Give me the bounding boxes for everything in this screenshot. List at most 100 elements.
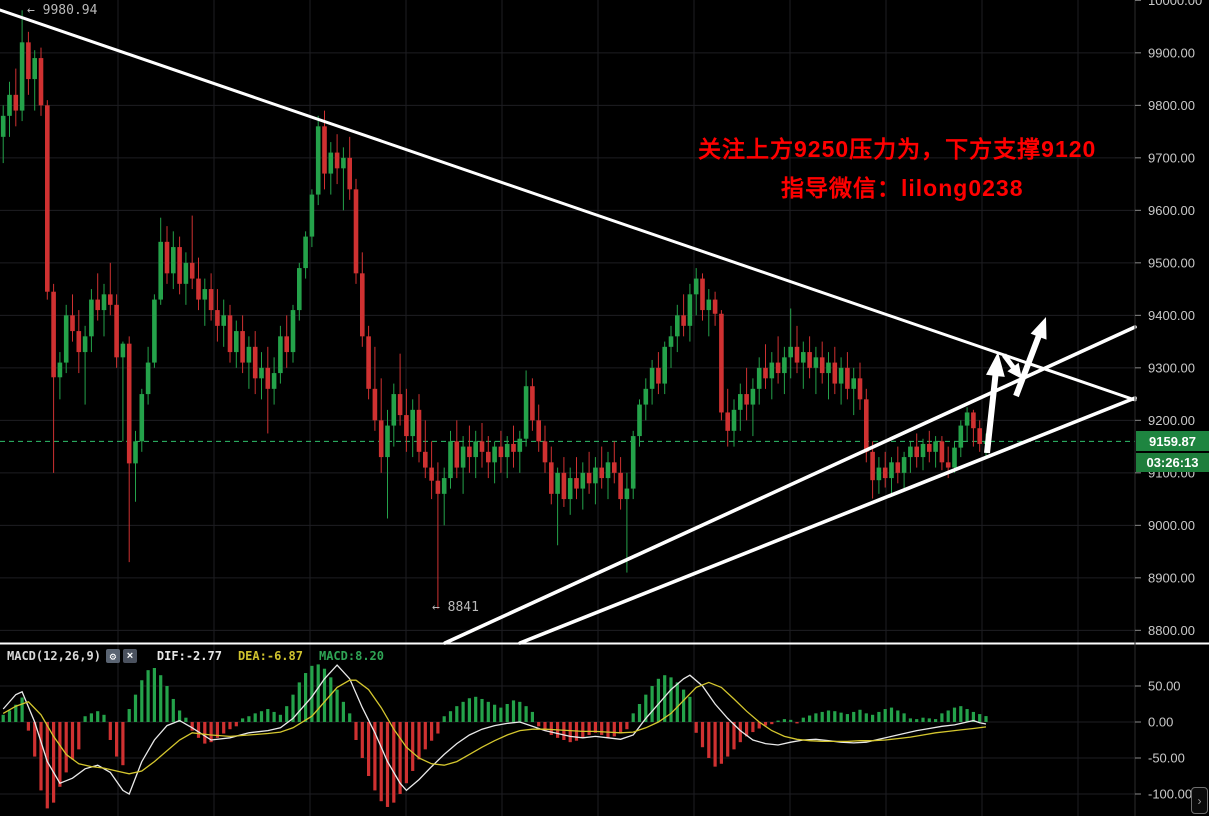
candle-body — [410, 409, 415, 437]
macd-bar — [751, 722, 755, 733]
panel-expander-button[interactable]: › — [1191, 787, 1208, 814]
macd-bar — [354, 722, 358, 740]
macd-bar — [770, 722, 774, 725]
price-axis-label: 9200.00 — [1148, 413, 1195, 428]
candle-body — [32, 58, 37, 80]
candle-body — [630, 436, 636, 489]
candle-body — [580, 472, 586, 489]
macd-settings-gear-icon[interactable]: ⚙ — [105, 649, 120, 663]
macd-bar — [776, 720, 780, 722]
macd-bar — [952, 707, 957, 722]
candle-body — [813, 357, 819, 368]
macd-bar — [385, 722, 390, 807]
candle-body — [649, 367, 655, 389]
candle-body — [895, 462, 901, 473]
price-axis[interactable]: 10000.00 9900.00 9800.00 9700.00 9600.00 9500… — [1135, 0, 1202, 802]
candle-body — [511, 443, 516, 452]
candle-body — [624, 488, 630, 500]
macd-bar — [511, 700, 516, 722]
macd-bar — [934, 719, 938, 722]
macd-bar — [171, 698, 175, 722]
candle-body — [964, 412, 970, 426]
macd-bar — [83, 716, 87, 722]
macd-bar — [852, 711, 856, 722]
macd-bar — [486, 701, 490, 722]
low-price-label: ← 8841 — [432, 600, 479, 615]
price-axis-label: 10000.00 — [1148, 0, 1202, 8]
macd-bar — [871, 714, 875, 722]
macd-close-icon[interactable]: × — [122, 649, 137, 663]
price-axis-label: 8800.00 — [1148, 623, 1195, 638]
macd-bar — [959, 706, 963, 722]
price-axis-label: 9800.00 — [1148, 98, 1195, 113]
macd-dif-value: DIF:-2.77 — [156, 649, 222, 663]
candle-body — [378, 420, 384, 458]
macd-bar — [20, 697, 24, 722]
macd-bar — [178, 710, 182, 722]
macd-bar — [808, 715, 812, 722]
candle-body — [750, 388, 756, 405]
macd-bar — [984, 716, 988, 722]
macd-bar — [537, 722, 541, 727]
price-axis-label: 9400.00 — [1148, 308, 1195, 323]
candle-body — [492, 446, 497, 463]
macd-bar — [367, 722, 371, 776]
candle-body — [637, 404, 642, 437]
macd-bar — [26, 722, 30, 731]
macd-bar — [448, 711, 453, 722]
macd-bar — [423, 722, 427, 750]
macd-bar — [278, 714, 282, 722]
candle-countdown-badge: 03:26:13 — [1136, 453, 1209, 472]
macd-bar — [58, 722, 62, 787]
candle-body — [183, 262, 189, 284]
candle-body — [687, 294, 693, 326]
macd-bar — [310, 665, 314, 722]
macd-bar — [499, 707, 503, 722]
macd-bar — [518, 701, 522, 722]
macd-bar — [619, 722, 623, 734]
candle-body — [668, 336, 674, 347]
candle-body — [145, 362, 151, 395]
macd-bar — [940, 713, 944, 722]
candle-body — [530, 386, 535, 421]
macd-bar — [70, 722, 75, 760]
candle-body — [334, 152, 340, 169]
candle-body — [303, 236, 308, 269]
candle-body — [561, 472, 567, 500]
candle-body — [423, 451, 428, 468]
candle-body — [775, 362, 781, 374]
macd-bar — [707, 722, 711, 758]
candle-body — [416, 409, 422, 452]
macd-bar — [694, 722, 698, 733]
macd-bar — [946, 710, 950, 722]
candle-body — [114, 304, 119, 358]
candle-body — [51, 291, 56, 378]
candle-body — [164, 241, 170, 274]
candle-body — [782, 357, 787, 374]
candle-body — [977, 428, 982, 444]
dif-line — [2, 664, 987, 795]
candle-body — [45, 105, 50, 292]
candle-body — [700, 278, 705, 311]
candle-body — [725, 412, 730, 431]
candle-body — [328, 152, 334, 174]
candle-body — [278, 336, 283, 374]
macd-indicator-title: MACD(12,26,9) — [7, 649, 101, 663]
trendline[interactable] — [518, 396, 1137, 645]
candle-body — [234, 331, 239, 353]
macd-bar — [329, 677, 333, 722]
macd-bar — [908, 718, 912, 722]
candle-body — [385, 425, 390, 458]
macd-bar — [801, 717, 805, 722]
candle-body — [366, 336, 371, 389]
trendline[interactable] — [0, 8, 1137, 402]
price-axis-label: 9900.00 — [1148, 45, 1195, 60]
candle-body — [769, 362, 775, 379]
candle-body — [731, 409, 737, 431]
macd-bar — [461, 701, 465, 722]
candle-body — [133, 441, 138, 464]
macd-bar — [7, 710, 12, 722]
candle-body — [593, 467, 598, 484]
price-axis-label: 9600.00 — [1148, 203, 1195, 218]
